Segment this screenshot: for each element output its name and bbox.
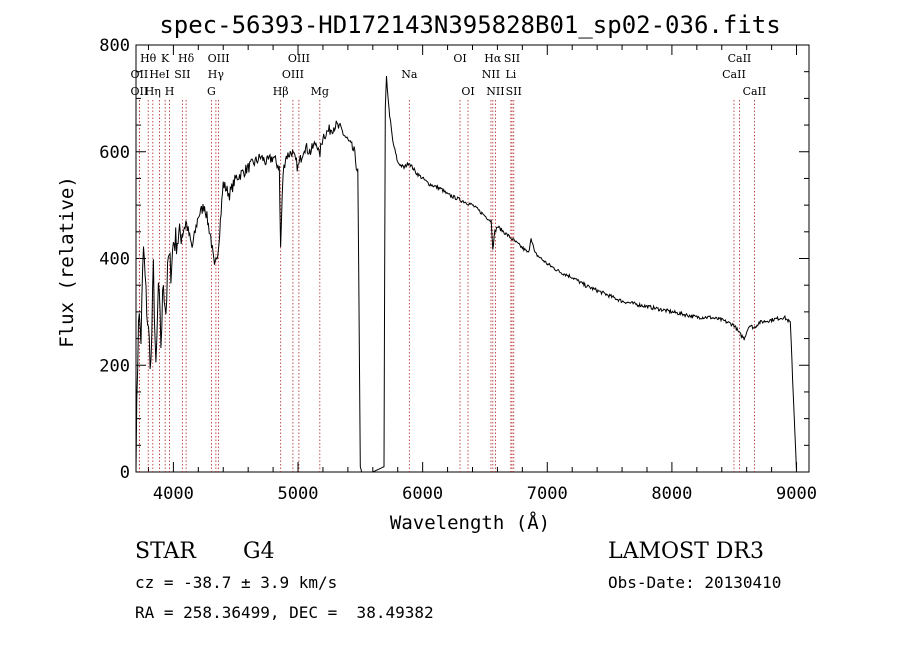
marker-label: OIII xyxy=(282,68,304,81)
marker-label: CaII xyxy=(728,52,752,65)
object-class: STAR xyxy=(135,539,196,564)
marker-label: NII xyxy=(482,68,500,81)
x-axis-label: Wavelength (Å) xyxy=(390,511,550,534)
marker-label: OI xyxy=(461,85,474,98)
plot-frame xyxy=(135,44,810,473)
redshift-info: cz = -38.7 ± 3.9 km/s xyxy=(135,573,338,592)
marker-label: Hη xyxy=(145,85,161,98)
marker-label: Hγ xyxy=(208,68,225,81)
x-tick-label: 5000 xyxy=(278,484,319,504)
x-tick-label: 4000 xyxy=(153,484,194,504)
y-tick-label: 800 xyxy=(99,36,130,56)
survey-name: LAMOST DR3 xyxy=(608,539,764,564)
marker-label: SII xyxy=(504,52,520,65)
marker-label: Li xyxy=(505,68,516,81)
obs-date: Obs-Date: 20130410 xyxy=(608,573,782,592)
marker-label: SII xyxy=(506,85,522,98)
marker-label: SII xyxy=(174,68,190,81)
marker-label: OIII xyxy=(208,52,230,65)
plot-axes: 4000 5000 6000 7000 8000 9000 0 200 400 600 800 xyxy=(99,36,817,504)
coordinates: RA = 258.36499, DEC = 38.49382 xyxy=(135,603,434,622)
object-subclass: G4 xyxy=(243,539,275,564)
y-tick-label: 200 xyxy=(99,356,130,376)
marker-label: Hα xyxy=(484,52,502,65)
y-tick-label: 600 xyxy=(99,143,130,163)
marker-label: CaII xyxy=(743,85,767,98)
y-axis-label: Flux (relative) xyxy=(56,176,78,348)
marker-label: HeI xyxy=(149,68,169,81)
marker-label: Hθ xyxy=(140,52,157,65)
x-tick-label: 8000 xyxy=(651,484,692,504)
x-tick-label: 7000 xyxy=(527,484,568,504)
chart-title: spec-56393-HD172143N395828B01_sp02-036.f… xyxy=(159,11,780,39)
y-tick-label: 0 xyxy=(120,463,130,483)
spectrum-series-line xyxy=(135,75,797,473)
marker-label: NII xyxy=(486,85,504,98)
marker-label: K xyxy=(161,52,170,65)
marker-label: Mg xyxy=(311,85,329,98)
marker-label: CaII xyxy=(722,68,746,81)
marker-label: OII xyxy=(131,68,149,81)
marker-label: OI xyxy=(453,52,466,65)
marker-label: OII xyxy=(131,85,149,98)
marker-label: G xyxy=(207,85,216,98)
x-tick-label: 6000 xyxy=(402,484,443,504)
marker-label: OIII xyxy=(288,52,310,65)
y-tick-label: 400 xyxy=(99,250,130,270)
marker-label: Hδ xyxy=(178,52,195,65)
marker-label: H xyxy=(165,85,175,98)
marker-label: Na xyxy=(401,68,418,81)
marker-label: Hβ xyxy=(273,85,289,98)
x-tick-label: 9000 xyxy=(776,484,817,504)
